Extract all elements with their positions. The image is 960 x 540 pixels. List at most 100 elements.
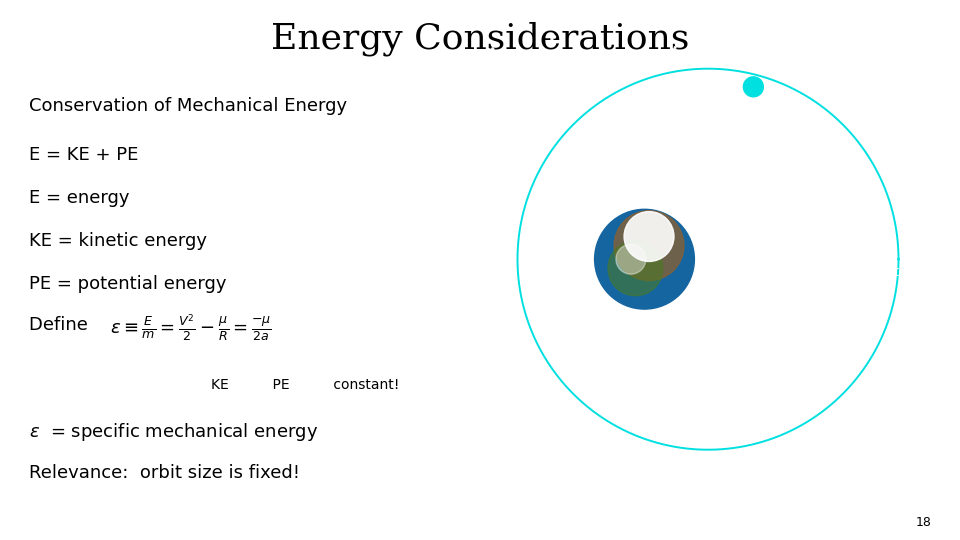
Point	[699, 109, 714, 117]
Point	[605, 202, 620, 211]
Point	[900, 408, 915, 417]
Point	[615, 152, 631, 161]
Point	[687, 401, 703, 410]
Point	[601, 159, 616, 167]
Point	[838, 166, 853, 174]
Point	[514, 436, 529, 444]
Point	[509, 437, 524, 446]
Point	[662, 78, 678, 86]
Point	[507, 187, 522, 195]
Point	[774, 323, 789, 332]
Text: $\varepsilon$  = specific mechanical energy: $\varepsilon$ = specific mechanical ener…	[29, 421, 318, 443]
Point	[824, 475, 839, 483]
Circle shape	[614, 211, 684, 280]
Point	[621, 409, 636, 417]
Point	[876, 189, 891, 198]
Point	[840, 183, 855, 191]
Point	[522, 94, 538, 103]
Text: PE = potential energy: PE = potential energy	[29, 275, 227, 293]
Text: KE          PE          constant!: KE PE constant!	[211, 378, 399, 392]
Point	[517, 230, 533, 239]
Point	[650, 233, 665, 241]
Point	[904, 84, 920, 92]
Point	[710, 287, 726, 296]
Point	[570, 239, 586, 247]
Point	[557, 103, 572, 111]
Point	[720, 374, 735, 383]
Point	[751, 174, 766, 183]
Text: Energy Considerations: Energy Considerations	[271, 22, 689, 56]
Point	[600, 443, 615, 451]
Point	[913, 191, 928, 199]
Circle shape	[624, 212, 674, 261]
Point	[502, 258, 517, 267]
Point	[667, 254, 683, 263]
Point	[878, 319, 894, 327]
Text: $\varepsilon \equiv \frac{E}{m} = \frac{V^2}{2} - \frac{\mu}{R} = \frac{-\mu}{2a: $\varepsilon \equiv \frac{E}{m} = \frac{…	[110, 313, 273, 345]
Point	[745, 260, 760, 268]
Point	[488, 348, 503, 357]
Point	[485, 45, 500, 53]
Point	[708, 271, 724, 279]
Point	[824, 40, 839, 49]
Point	[620, 465, 636, 474]
Point	[901, 219, 917, 228]
Point	[706, 121, 721, 130]
Point	[914, 214, 929, 222]
Text: KE lowest
PE highest: KE lowest PE highest	[826, 248, 899, 279]
Point	[910, 468, 925, 476]
Point	[523, 68, 539, 76]
Point	[914, 195, 929, 204]
Point	[922, 97, 937, 105]
Text: E = energy: E = energy	[29, 189, 130, 207]
Point	[544, 372, 560, 381]
Point	[612, 111, 627, 120]
Point	[606, 214, 621, 222]
Point	[705, 338, 720, 347]
Point	[797, 49, 812, 58]
Text: Conservation of Mechanical Energy: Conservation of Mechanical Energy	[29, 97, 347, 115]
Point	[850, 186, 865, 194]
Text: Relevance:  orbit size is fixed!: Relevance: orbit size is fixed!	[29, 464, 300, 482]
Point	[564, 168, 580, 177]
Point	[837, 143, 852, 152]
Point	[497, 199, 513, 208]
Point	[749, 327, 764, 336]
Point	[643, 70, 659, 78]
Point	[892, 477, 907, 486]
Point	[805, 416, 821, 424]
Point	[483, 315, 498, 323]
Point	[702, 384, 717, 393]
Point	[750, 132, 765, 141]
Point	[804, 371, 820, 380]
Point	[636, 380, 651, 389]
Point	[795, 151, 810, 160]
Point	[494, 480, 510, 488]
Point	[824, 184, 839, 192]
Point	[558, 163, 573, 172]
Point	[762, 471, 778, 480]
Point	[618, 89, 634, 97]
Point	[577, 223, 592, 232]
Point	[673, 372, 688, 381]
Point	[528, 312, 543, 320]
Point	[627, 439, 642, 448]
Point	[503, 62, 518, 71]
Point	[624, 220, 639, 228]
Point	[556, 441, 571, 449]
Point	[588, 465, 603, 474]
Point	[864, 187, 879, 195]
Point	[577, 249, 592, 258]
Point	[477, 163, 492, 172]
Point	[491, 245, 506, 253]
Point	[489, 73, 504, 82]
Point	[816, 166, 831, 174]
Point	[804, 354, 820, 363]
Point	[698, 75, 713, 83]
Point	[681, 189, 696, 198]
Point	[880, 114, 896, 123]
Point	[616, 96, 632, 104]
Point	[867, 136, 882, 145]
Point	[558, 128, 573, 137]
Point	[840, 114, 855, 123]
